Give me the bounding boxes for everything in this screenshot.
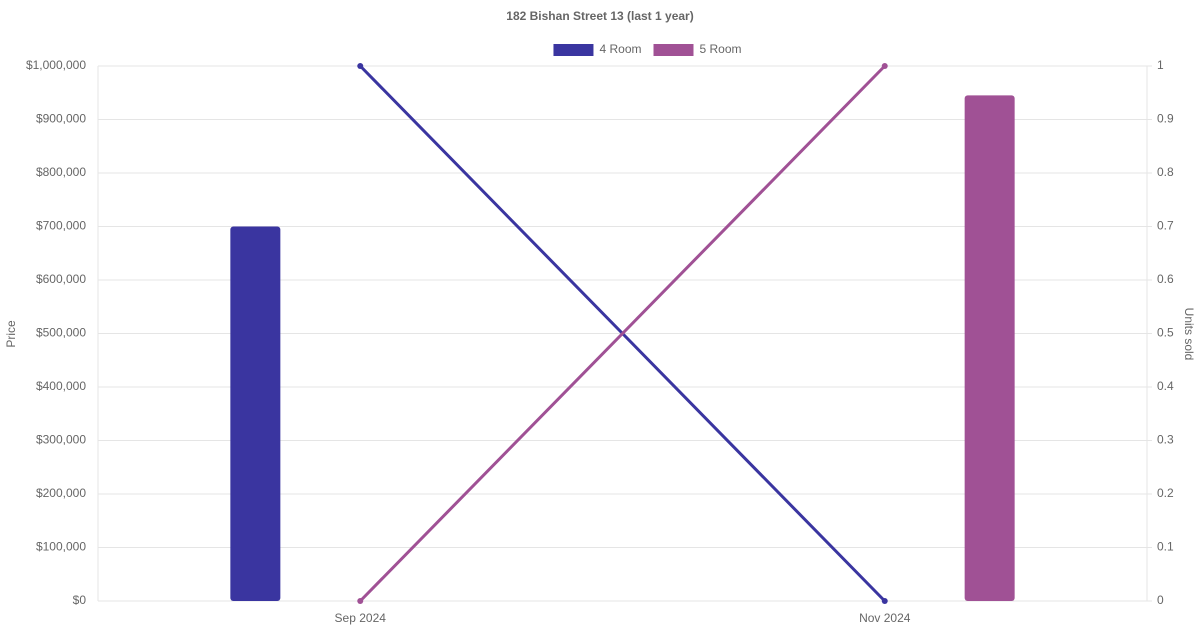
legend-swatch xyxy=(653,44,694,56)
units-point xyxy=(881,598,888,604)
y-tick-label: $800,000 xyxy=(36,165,86,179)
y2-tick-label: 0.6 xyxy=(1157,272,1174,286)
legend-label: 4 Room xyxy=(599,42,641,56)
y-tick-label: $600,000 xyxy=(36,272,86,286)
y2-tick-label: 0.7 xyxy=(1157,219,1174,233)
units-point xyxy=(357,63,364,69)
chart-title: 182 Bishan Street 13 (last 1 year) xyxy=(506,9,693,23)
x-tick-label: Sep 2024 xyxy=(335,611,387,625)
y2-tick-label: 0.2 xyxy=(1157,486,1174,500)
legend-swatch xyxy=(553,44,594,56)
units-point xyxy=(357,598,364,604)
y2-tick-label: 0.4 xyxy=(1157,379,1174,393)
bar xyxy=(964,95,1015,602)
y-tick-label: $500,000 xyxy=(36,326,86,340)
y2-tick-label: 0.8 xyxy=(1157,165,1174,179)
y2-tick-label: 0.3 xyxy=(1157,433,1174,447)
y-tick-label: $700,000 xyxy=(36,219,86,233)
units-line xyxy=(359,64,886,603)
y-axis-title: Price xyxy=(4,320,18,348)
bar xyxy=(230,226,281,601)
y-tick-label: $200,000 xyxy=(36,486,86,500)
y-tick-label: $100,000 xyxy=(36,540,86,554)
y-tick-label: $300,000 xyxy=(36,433,86,447)
x-tick-label: Nov 2024 xyxy=(859,611,911,625)
units-point xyxy=(881,63,888,69)
y-tick-label: $0 xyxy=(73,593,87,607)
y2-axis-title: Units sold xyxy=(1182,308,1196,361)
y-tick-label: $900,000 xyxy=(36,112,86,126)
y2-tick-label: 1 xyxy=(1157,58,1164,72)
y2-tick-label: 0.1 xyxy=(1157,540,1174,554)
y2-tick-label: 0.9 xyxy=(1157,112,1174,126)
y2-tick-label: 0.5 xyxy=(1157,326,1174,340)
y2-tick-label: 0 xyxy=(1157,593,1164,607)
y-tick-label: $1,000,000 xyxy=(26,58,86,72)
legend-label: 5 Room xyxy=(700,42,742,56)
y-tick-label: $400,000 xyxy=(36,379,86,393)
